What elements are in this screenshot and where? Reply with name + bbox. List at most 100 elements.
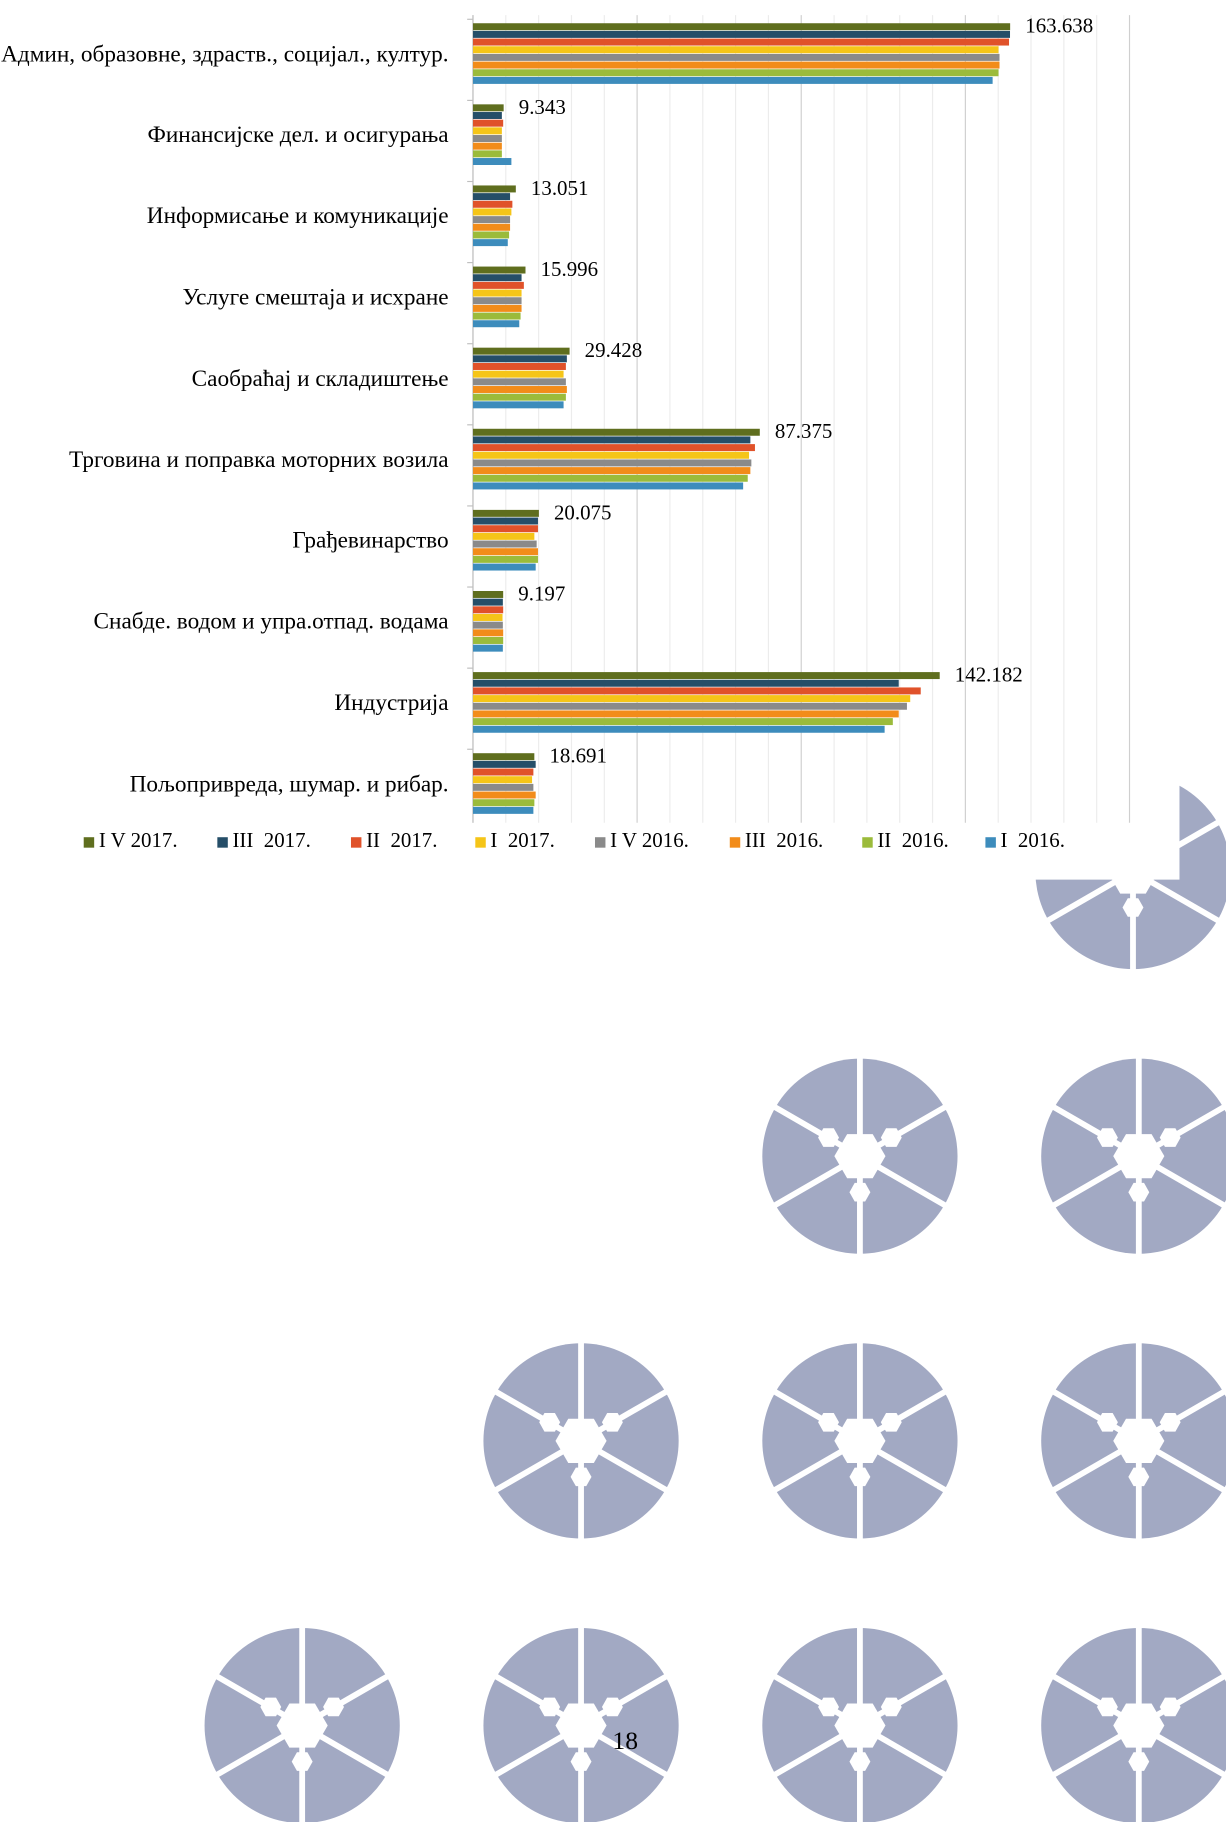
bar [472, 46, 999, 54]
category-label: Пољопривреда, шумар. и рибар. [129, 771, 449, 797]
category-label: Финансијске дел. и осигурања [147, 122, 449, 148]
data-label: 15.996 [541, 257, 599, 281]
bar [472, 119, 504, 127]
bar [472, 590, 504, 598]
bar [472, 239, 508, 247]
category-label: Снабде. водом и упра.отпад. водама [93, 608, 449, 635]
category-label: Грађевинарство [292, 527, 449, 554]
bar [472, 799, 535, 807]
category-label-box: Информисање и комуникације [146, 203, 449, 230]
bar [472, 363, 566, 370]
bar [472, 679, 899, 687]
bar [472, 509, 539, 517]
bar [472, 61, 1000, 69]
bar [472, 112, 502, 119]
legend-label: I V 2016. [610, 828, 689, 852]
bar [472, 760, 536, 768]
bar [472, 467, 751, 475]
bar [472, 104, 504, 112]
bar [472, 289, 522, 297]
chart: Админ, образовне, здраств., социјал., ку… [1, 14, 1131, 852]
bar [472, 702, 907, 710]
category-label-box: Пољопривреда, шумар. и рибар. [129, 771, 449, 797]
bar [472, 725, 885, 733]
legend-swatch [350, 837, 362, 848]
category-label: Админ, образовне, здраств., социјал., ку… [1, 41, 449, 67]
legend-label: III 2016. [745, 828, 823, 852]
data-label: 9.197 [518, 581, 565, 605]
category-label-box: Индустрија [334, 690, 449, 716]
bar [472, 540, 537, 548]
bar [472, 223, 511, 231]
data-label: 18.691 [549, 744, 607, 768]
bar [472, 355, 567, 363]
bar [472, 30, 1011, 38]
bar [472, 695, 911, 703]
bar [472, 672, 940, 680]
bar [472, 158, 512, 166]
bar [472, 482, 744, 490]
bar [472, 216, 511, 224]
data-label: 20.075 [554, 500, 612, 524]
legend-swatch [83, 837, 95, 848]
legend-label: II 2016. [877, 828, 948, 852]
bar [472, 451, 750, 459]
bar [472, 386, 567, 393]
legend-label: I 2016. [1001, 828, 1065, 852]
data-label: 142.182 [955, 663, 1023, 687]
bar [472, 474, 748, 482]
bar [472, 644, 503, 652]
legend-swatch [594, 837, 606, 848]
legend-label: I V 2017. [99, 828, 178, 852]
category-label-box: Снабде. водом и упра.отпад. водама [93, 608, 449, 635]
bar [472, 436, 751, 444]
legend-label: I 2017. [490, 828, 554, 852]
bar [472, 185, 516, 193]
bar [472, 548, 538, 556]
bar [472, 637, 504, 644]
bar [472, 231, 510, 239]
category-label: Информисање и комуникације [146, 203, 449, 230]
bar [472, 297, 522, 305]
bar [472, 304, 522, 312]
bar [472, 274, 522, 282]
category-label-box: Трговина и поправка моторних возила [69, 447, 449, 473]
bar [472, 517, 538, 525]
bar [472, 525, 538, 533]
category-label: Индустрија [334, 690, 449, 716]
data-label: 13.051 [531, 176, 589, 200]
bar [472, 393, 566, 401]
data-label: 9.343 [519, 95, 566, 119]
legend-label: III 2017. [232, 828, 310, 852]
bar [472, 150, 502, 158]
bar [472, 127, 502, 135]
bar [472, 718, 893, 726]
bar [472, 629, 504, 637]
bar [472, 69, 999, 77]
bar [472, 135, 502, 142]
bar [472, 606, 504, 614]
bar [472, 444, 755, 452]
bar [472, 378, 566, 386]
bar [472, 401, 564, 409]
bar [472, 23, 1011, 31]
bar [472, 76, 993, 84]
data-label: 29.428 [585, 338, 643, 362]
data-label: 163.638 [1025, 14, 1093, 38]
category-label: Услуге смештаја и исхране [182, 284, 449, 311]
legend-swatch [862, 837, 873, 848]
bar [472, 563, 536, 571]
bar [472, 768, 534, 776]
bar [472, 208, 512, 216]
legend-swatch [475, 837, 486, 848]
data-label: 87.375 [775, 419, 833, 443]
bar [472, 312, 521, 320]
legend-swatch [729, 837, 741, 848]
bar [472, 193, 511, 201]
bar [472, 710, 899, 718]
legend-swatch [985, 837, 996, 848]
bar [472, 53, 1000, 61]
bar [472, 687, 921, 695]
bar [472, 281, 524, 289]
